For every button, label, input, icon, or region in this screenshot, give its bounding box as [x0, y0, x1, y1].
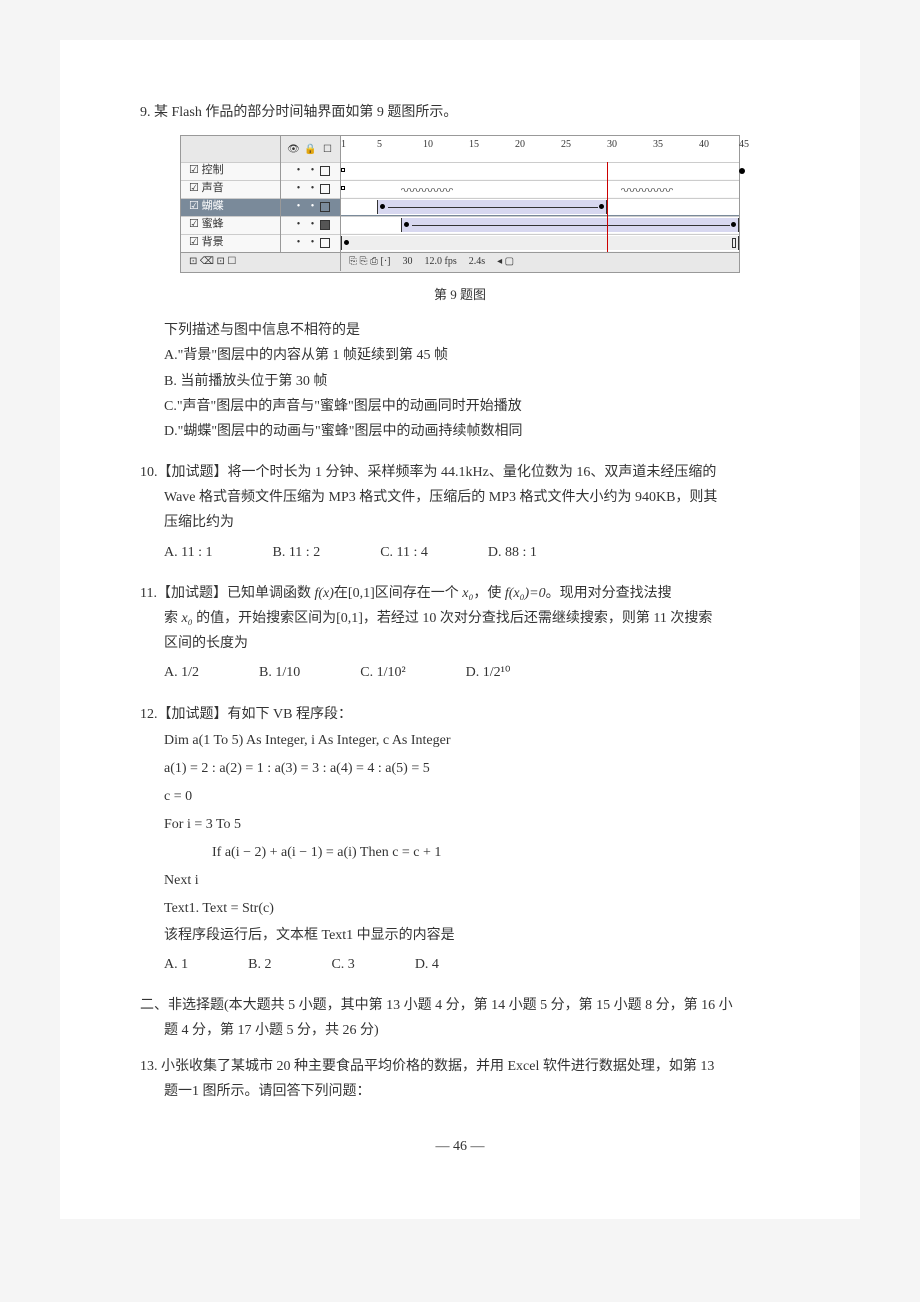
q13-line1: 13. 小张收集了某城市 20 种主要食品平均价格的数据，并用 Excel 软件…: [140, 1054, 780, 1079]
q12-optB: B. 2: [248, 952, 271, 977]
footer-fps: 12.0 fps: [425, 253, 457, 271]
q9-stem: 下列描述与图中信息不相符的是: [140, 318, 780, 343]
q9-optA: A."背景"图层中的内容从第 1 帧延续到第 45 帧: [140, 343, 780, 368]
footer-right: ⎘ ⎘ ⎙ [·] 30 12.0 fps 2.4s ◂ ▢: [341, 253, 739, 271]
q11-optD: D. 1/2¹⁰: [466, 660, 511, 685]
layer-icons-3: ••: [281, 216, 341, 234]
code-line-2: a(1) = 2 : a(2) = 1 : a(3) = 3 : a(4) = …: [164, 755, 780, 783]
layer-icons-1: ••: [281, 180, 341, 198]
footer-left-icons: ⊡ ⌫ ⊡ ☐: [181, 253, 341, 271]
layer-row-3: ☑ 蜜蜂••: [181, 216, 739, 234]
layer-name-3: ☑ 蜜蜂: [181, 215, 281, 235]
q11-line1: 11.【加试题】已知单调函数 f(x)在[0,1]区间存在一个 x₀，使 f(x…: [140, 581, 780, 606]
question-11: 11.【加试题】已知单调函数 f(x)在[0,1]区间存在一个 x₀，使 f(x…: [140, 581, 780, 686]
q11-line3: 区间的长度为: [140, 631, 780, 656]
tick-45: 45: [739, 136, 749, 154]
code-line-4: For i = 3 To 5: [164, 811, 780, 839]
q12-code: Dim a(1 To 5) As Integer, i As Integer, …: [140, 727, 780, 923]
tick-1: 1: [341, 136, 346, 154]
timeline-footer: ⊡ ⌫ ⊡ ☐ ⎘ ⎘ ⎙ [·] 30 12.0 fps 2.4s ◂ ▢: [181, 252, 739, 272]
footer-icons: ⎘ ⎘ ⎙ [·]: [349, 253, 391, 271]
q10-line3: 压缩比约为: [140, 510, 780, 535]
layer-name-1: ☑ 声音: [181, 179, 281, 199]
section-2-line2: 题 4 分，第 17 小题 5 分，共 26 分): [140, 1018, 780, 1043]
layer-name-0: ☑ 控制: [181, 161, 281, 181]
tick-35: 35: [653, 136, 663, 154]
lock-icon: 🔒: [304, 141, 318, 159]
outline-icon: ☐: [321, 141, 335, 159]
code-line-7: Text1. Text = Str(c): [164, 895, 780, 923]
tick-30: 30: [607, 136, 617, 154]
question-12: 12.【加试题】有如下 VB 程序段： Dim a(1 To 5) As Int…: [140, 702, 780, 978]
layer-track-4: [341, 235, 739, 251]
layer-track-1: ᴖᴗᴖᴗᴖᴗᴖᴗᴖᴗᴖᴗᴖᴗᴖᴗᴖᴖᴗᴖᴗᴖᴗᴖᴗᴖᴗᴖᴗᴖᴗᴖᴗᴖ: [341, 181, 739, 197]
layer-row-2: ☑ 蝴蝶••: [181, 198, 739, 216]
flash-timeline-figure: 👁 🔒 ☐ 151015202530354045 ☑ 控制••☑ 声音••ᴖᴗᴖ…: [180, 135, 740, 273]
q12-optC: C. 3: [331, 952, 354, 977]
code-line-6: Next i: [164, 867, 780, 895]
layer-icons-2: ••: [281, 198, 341, 216]
q12-intro: 12.【加试题】有如下 VB 程序段：: [140, 702, 780, 727]
section-2-title: 二、非选择题(本大题共 5 小题，其中第 13 小题 4 分，第 14 小题 5…: [140, 993, 780, 1043]
eye-icon: 👁: [287, 141, 301, 159]
q9-optC: C."声音"图层中的声音与"蜜蜂"图层中的动画同时开始播放: [140, 394, 780, 419]
code-line-5: If a(i − 2) + a(i − 1) = a(i) Then c = c…: [164, 839, 780, 867]
q11-optC: C. 1/10²: [360, 660, 405, 685]
playhead: [607, 162, 608, 252]
tick-25: 25: [561, 136, 571, 154]
layer-row-1: ☑ 声音••ᴖᴗᴖᴗᴖᴗᴖᴗᴖᴗᴖᴗᴖᴗᴖᴗᴖᴖᴗᴖᴗᴖᴗᴖᴗᴖᴗᴖᴗᴖᴗᴖᴗᴖ: [181, 180, 739, 198]
tick-15: 15: [469, 136, 479, 154]
tick-40: 40: [699, 136, 709, 154]
footer-time: 2.4s: [469, 253, 485, 271]
layer-name-2: ☑ 蝴蝶: [181, 197, 281, 217]
q9-caption: 第 9 题图: [140, 283, 780, 306]
q13-line2: 题一1 图所示。请回答下列问题：: [140, 1079, 780, 1104]
layer-row-4: ☑ 背景••: [181, 234, 739, 252]
layer-name-4: ☑ 背景: [181, 233, 281, 253]
tick-5: 5: [377, 136, 382, 154]
q12-optA: A. 1: [164, 952, 188, 977]
footer-scroll: ◂ ▢: [497, 253, 514, 271]
q10-optD: D. 88 : 1: [488, 540, 537, 565]
layer-track-0: [341, 163, 739, 179]
question-10: 10.【加试题】将一个时长为 1 分钟、采样频率为 44.1kHz、量化位数为 …: [140, 460, 780, 565]
ruler-icons-header: 👁 🔒 ☐: [281, 136, 341, 162]
q12-optD: D. 4: [415, 952, 439, 977]
q11-optA: A. 1/2: [164, 660, 199, 685]
section-2-line1: 二、非选择题(本大题共 5 小题，其中第 13 小题 4 分，第 14 小题 5…: [140, 993, 780, 1018]
ruler-layer-spacer: [181, 136, 281, 162]
q11-optB: B. 1/10: [259, 660, 300, 685]
page-number: — 46 —: [140, 1134, 780, 1159]
ruler-ticks: 151015202530354045: [341, 136, 739, 162]
q9-intro: 9. 某 Flash 作品的部分时间轴界面如第 9 题图所示。: [140, 100, 780, 125]
question-13: 13. 小张收集了某城市 20 种主要食品平均价格的数据，并用 Excel 软件…: [140, 1054, 780, 1104]
layers-container: ☑ 控制••☑ 声音••ᴖᴗᴖᴗᴖᴗᴖᴗᴖᴗᴖᴗᴖᴗᴖᴗᴖᴖᴗᴖᴗᴖᴗᴖᴗᴖᴗᴖ…: [181, 162, 739, 252]
q10-line2: Wave 格式音频文件压缩为 MP3 格式文件，压缩后的 MP3 格式文件大小约…: [140, 485, 780, 510]
code-line-1: Dim a(1 To 5) As Integer, i As Integer, …: [164, 727, 780, 755]
q11-line2: 索 x₀ 的值，开始搜索区间为[0,1]，若经过 10 次对分查找后还需继续搜索…: [140, 606, 780, 631]
q10-optA: A. 11 : 1: [164, 540, 212, 565]
code-line-3: c = 0: [164, 783, 780, 811]
q12-stem: 该程序段运行后，文本框 Text1 中显示的内容是: [140, 923, 780, 948]
q10-line1: 10.【加试题】将一个时长为 1 分钟、采样频率为 44.1kHz、量化位数为 …: [140, 460, 780, 485]
q11-options: A. 1/2 B. 1/10 C. 1/10² D. 1/2¹⁰: [140, 660, 780, 685]
layer-icons-0: ••: [281, 162, 341, 180]
footer-frame: 30: [403, 253, 413, 271]
tick-10: 10: [423, 136, 433, 154]
layer-row-0: ☑ 控制••: [181, 162, 739, 180]
question-9: 9. 某 Flash 作品的部分时间轴界面如第 9 题图所示。 👁 🔒 ☐ 15…: [140, 100, 780, 444]
layer-track-3: [341, 217, 739, 233]
q10-optB: B. 11 : 2: [272, 540, 320, 565]
q9-optB: B. 当前播放头位于第 30 帧: [140, 369, 780, 394]
layer-icons-4: ••: [281, 234, 341, 252]
tick-20: 20: [515, 136, 525, 154]
q10-optC: C. 11 : 4: [380, 540, 428, 565]
timeline-ruler: 👁 🔒 ☐ 151015202530354045: [181, 136, 739, 162]
q10-options: A. 11 : 1 B. 11 : 2 C. 11 : 4 D. 88 : 1: [140, 540, 780, 565]
q12-options: A. 1 B. 2 C. 3 D. 4: [140, 952, 780, 977]
q9-optD: D."蝴蝶"图层中的动画与"蜜蜂"图层中的动画持续帧数相同: [140, 419, 780, 444]
layer-track-2: [341, 199, 739, 215]
